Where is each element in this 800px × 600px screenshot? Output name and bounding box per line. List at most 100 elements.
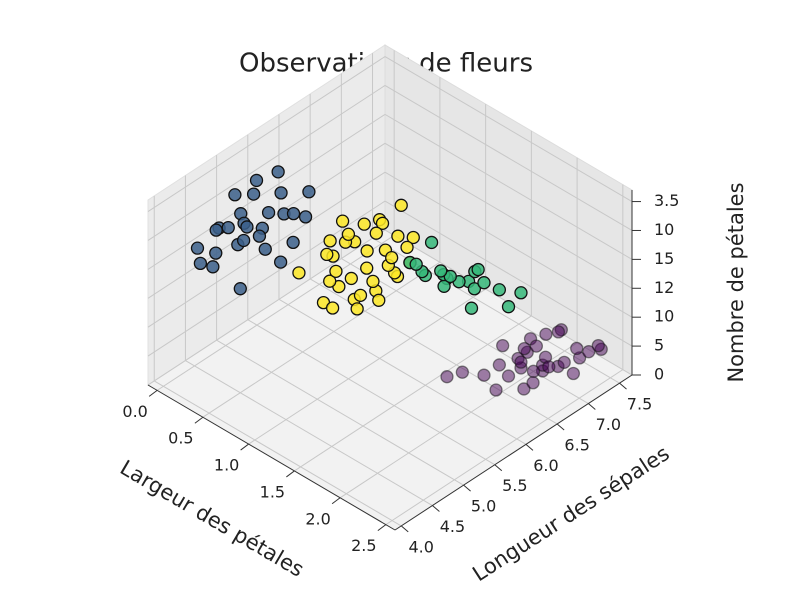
point [526, 376, 540, 390]
x-tick-label: 2.0 [305, 509, 330, 528]
point [249, 173, 264, 188]
point [514, 286, 528, 300]
point [323, 234, 337, 248]
point [529, 339, 544, 353]
z-tick-label: 0 [654, 365, 664, 384]
z-tick-label: 10 [654, 220, 674, 239]
point [286, 235, 300, 250]
grid-line [384, 85, 633, 231]
tick-mark [240, 443, 249, 451]
point [357, 217, 371, 231]
point [514, 355, 528, 369]
point [209, 223, 223, 237]
y-tick-label: 4.0 [409, 537, 434, 556]
z-axis-label: Nombre de pétales [724, 182, 748, 382]
grid-line [384, 142, 633, 289]
y-axis-label: Longueur des sépales [468, 441, 673, 586]
tick-mark [432, 505, 440, 512]
point [582, 345, 596, 359]
point [517, 341, 531, 356]
grid-line [384, 200, 633, 347]
point [228, 188, 242, 202]
point [570, 341, 584, 356]
tick-mark [400, 525, 409, 533]
point [375, 216, 390, 230]
point [335, 214, 350, 228]
point [261, 205, 276, 220]
point [273, 255, 288, 269]
point [292, 266, 306, 280]
x-tick-label: 0.0 [122, 402, 147, 421]
y-tick-label: 7.0 [596, 415, 621, 434]
point [369, 226, 383, 240]
point [406, 230, 420, 245]
point [246, 187, 261, 201]
z-tick-label: 3.5 [654, 191, 679, 210]
point [501, 369, 516, 383]
tick-mark [588, 403, 596, 410]
grid-line [153, 380, 402, 527]
point [400, 240, 414, 254]
point [252, 229, 267, 243]
y-tick-label: 5.0 [471, 497, 496, 516]
point [551, 325, 566, 339]
z-tick-label: 10 [654, 307, 674, 326]
point [542, 360, 556, 374]
tick-mark [148, 389, 158, 397]
point [286, 206, 301, 221]
z-tick-label: 15 [654, 249, 674, 268]
tick-mark [556, 423, 565, 431]
grid-line [341, 258, 589, 404]
point [539, 327, 553, 341]
grid-line [147, 142, 386, 299]
point [372, 293, 386, 307]
point [366, 274, 380, 289]
point [464, 301, 479, 315]
grid-line [248, 288, 486, 445]
grid-line [216, 339, 464, 486]
grid-line [185, 360, 433, 506]
point [323, 274, 337, 288]
grid-line [147, 85, 386, 241]
point [424, 235, 439, 250]
point [467, 282, 482, 296]
grid-line [384, 171, 633, 318]
point [206, 260, 220, 274]
grid-line [147, 113, 386, 270]
tick-mark [494, 464, 503, 472]
tick-mark [619, 382, 627, 390]
point [492, 358, 507, 372]
x-tick-label: 2.5 [351, 536, 376, 555]
y-axis-line [394, 374, 633, 531]
x-tick-label: 1.5 [260, 482, 285, 501]
point [274, 186, 288, 200]
tick-mark [377, 524, 387, 532]
point [341, 227, 356, 241]
point [353, 288, 368, 302]
point [360, 261, 374, 275]
point [492, 283, 507, 297]
point [344, 271, 358, 286]
point [320, 247, 334, 262]
tick-mark [463, 484, 471, 492]
x-axis-line [147, 384, 396, 531]
point [489, 383, 503, 397]
grid-line [247, 319, 496, 466]
point [298, 210, 313, 224]
point [409, 257, 423, 271]
point [385, 250, 399, 265]
point [209, 246, 223, 260]
y-tick-label: 6.0 [533, 456, 558, 475]
point [557, 355, 571, 370]
point [394, 198, 408, 212]
point [391, 229, 405, 243]
grid-line [278, 298, 527, 445]
point [517, 382, 531, 396]
point [566, 366, 581, 381]
point [591, 338, 605, 353]
point [471, 262, 485, 277]
point [193, 256, 208, 271]
point [496, 338, 510, 353]
grid-line [384, 113, 633, 260]
